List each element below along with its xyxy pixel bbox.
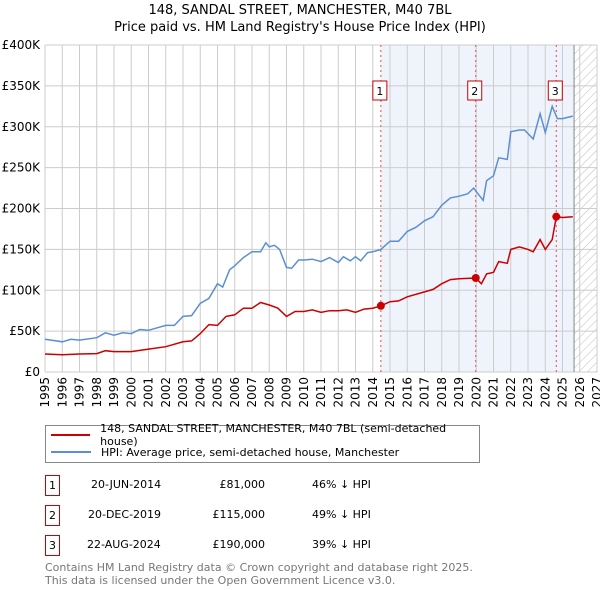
- transaction-marker: 2: [45, 505, 60, 526]
- x-tick-label: 2026: [573, 377, 587, 408]
- hpi-line: [44, 103, 573, 343]
- x-tick-label: 2011: [314, 377, 328, 408]
- x-tick-label: 2007: [245, 377, 259, 408]
- y-tick-label: £400K: [2, 38, 42, 52]
- y-tick-label: £50K: [9, 324, 41, 338]
- x-tick-label: 2017: [418, 377, 432, 408]
- sale-marker-box: [372, 80, 388, 101]
- transaction-marker: 3: [45, 535, 60, 556]
- sale-marker-label: 2: [471, 85, 478, 98]
- footer: Contains HM Land Registry data © Crown c…: [45, 561, 473, 587]
- y-tick-label: £150K: [2, 242, 42, 256]
- y-tick-label: £100K: [2, 283, 42, 297]
- transaction-price: £115,000: [212, 508, 266, 521]
- x-tick-label: 1998: [90, 377, 104, 408]
- property-price-line: [44, 215, 573, 356]
- x-tick-label: 1995: [38, 377, 52, 408]
- legend-item-property: 148, SANDAL STREET, MANCHESTER, M40 7BL …: [51, 422, 479, 448]
- x-tick-label: 2016: [400, 377, 414, 408]
- legend: 148, SANDAL STREET, MANCHESTER, M40 7BL …: [45, 422, 480, 463]
- chart-subtitle: Price paid vs. HM Land Registry's House …: [114, 20, 486, 35]
- footer-licence: This data is licensed under the Open Gov…: [45, 574, 396, 587]
- x-tick-label: 2013: [349, 377, 363, 408]
- sale-marker-label: 1: [376, 85, 383, 98]
- transaction-marker: 1: [45, 475, 60, 496]
- transaction-date: 20-JUN-2014: [91, 478, 162, 491]
- x-tick-label: 2027: [590, 377, 600, 408]
- x-tick-label: 2024: [538, 377, 552, 408]
- y-tick-label: £0: [25, 365, 40, 379]
- y-tick-label: £350K: [2, 79, 42, 93]
- legend-item-hpi: HPI: Average price, semi-detached house,…: [51, 444, 399, 460]
- sale-marker-label: 3: [552, 85, 559, 98]
- x-tick-label: 2001: [142, 377, 156, 408]
- x-tick-label: 2021: [487, 377, 501, 408]
- transaction-row: 2 20-DEC-2019 £115,000 49% ↓ HPI: [45, 505, 465, 526]
- x-tick-label: 2014: [366, 377, 380, 408]
- x-tick-label: 1997: [73, 377, 87, 408]
- chart-title: 148, SANDAL STREET, MANCHESTER, M40 7BL: [148, 3, 452, 18]
- x-tick-label: 2025: [556, 377, 570, 408]
- price-chart: 1995 1996 1997 1998 1999 2000 2001 2002 2003 2004…: [2, 38, 600, 408]
- x-tick-label: 2019: [452, 377, 466, 408]
- transaction-price: £190,000: [212, 538, 266, 551]
- y-tick-label: £200K: [2, 202, 42, 216]
- x-tick-label: 1996: [55, 377, 69, 408]
- x-tick-label: 2020: [469, 377, 483, 408]
- transaction-delta: 46% ↓ HPI: [312, 478, 371, 491]
- legend-label-hpi: HPI: Average price, semi-detached house,…: [101, 445, 400, 459]
- x-tick-label: 2015: [383, 377, 397, 408]
- transaction-date: 20-DEC-2019: [88, 508, 162, 521]
- transaction-row: 1 20-JUN-2014 £81,000 46% ↓ HPI: [45, 475, 465, 496]
- x-tick-label: 2010: [297, 377, 311, 408]
- sale-point: [552, 212, 561, 221]
- transaction-delta: 49% ↓ HPI: [312, 508, 371, 521]
- x-tick-label: 2006: [228, 377, 242, 408]
- x-tick-label: 2008: [262, 377, 276, 408]
- y-tick-label: £300K: [2, 120, 42, 134]
- x-tick-label: 2022: [504, 377, 518, 408]
- transaction-delta: 39% ↓ HPI: [312, 538, 371, 551]
- transaction-price: £81,000: [219, 478, 266, 491]
- x-tick-label: 2004: [193, 377, 207, 408]
- legend-label-property: 148, SANDAL STREET, MANCHESTER, M40 7BL …: [100, 422, 447, 448]
- x-tick-label: 2018: [435, 377, 449, 408]
- x-tick-label: 2005: [211, 377, 225, 408]
- sale-marker-box: [547, 80, 563, 101]
- x-tick-label: 1999: [107, 377, 121, 408]
- x-tick-label: 2009: [280, 377, 294, 408]
- legend-swatch-property: [51, 434, 91, 436]
- x-tick-label: 2002: [159, 377, 173, 408]
- sale-marker-box: [467, 80, 483, 101]
- x-tick-label: 2023: [521, 377, 535, 408]
- sale-point: [376, 301, 385, 310]
- footer-copyright: Contains HM Land Registry data © Crown c…: [45, 561, 473, 574]
- x-tick-label: 2003: [176, 377, 190, 408]
- transaction-date: 22-AUG-2024: [87, 538, 161, 551]
- legend-swatch-hpi: [51, 451, 91, 453]
- transaction-row: 3 22-AUG-2024 £190,000 39% ↓ HPI: [45, 535, 465, 556]
- y-tick-label: £250K: [2, 161, 42, 175]
- x-tick-label: 2012: [331, 377, 345, 408]
- x-tick-label: 2000: [124, 377, 138, 408]
- sale-point: [471, 273, 480, 282]
